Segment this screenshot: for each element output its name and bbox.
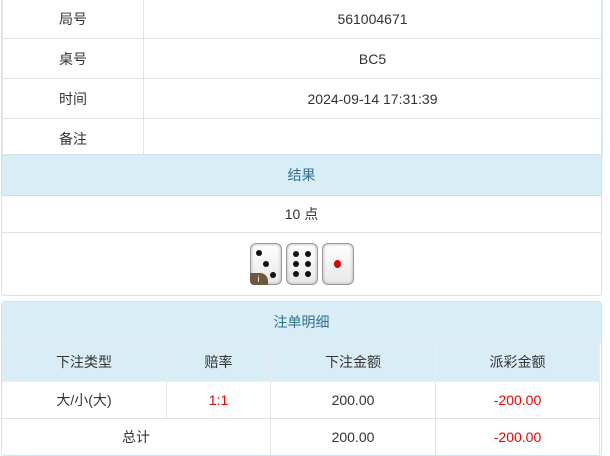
bet-payout: -200.00 — [435, 381, 600, 419]
total-label: 总计 — [2, 418, 271, 455]
die-6 — [285, 243, 318, 285]
label: 桌号 — [2, 38, 144, 79]
bet-amount: 200.00 — [270, 381, 436, 419]
result-title: 结果 — [2, 155, 601, 196]
value: 561004671 — [143, 0, 602, 39]
header-payout: 派彩金额 — [435, 342, 600, 382]
round-info-table: 局号 561004671 桌号 BC5 时间 2024-09-14 17:31:39 … — [1, 0, 603, 160]
label: 备注 — [2, 118, 144, 159]
total-payout: -200.00 — [435, 418, 600, 455]
info-row-time: 时间 2024-09-14 17:31:39 — [2, 78, 602, 119]
total-row: 总计 200.00 -200.00 — [2, 418, 600, 455]
info-row-remark: 备注 — [2, 118, 602, 159]
total-amount: 200.00 — [270, 418, 436, 455]
value — [143, 118, 602, 159]
value: BC5 — [143, 38, 602, 79]
result-points: 10 点 — [2, 196, 601, 233]
label: 局号 — [2, 0, 144, 39]
dice-row: i — [2, 233, 601, 295]
header-amount: 下注金额 — [270, 342, 436, 382]
label: 时间 — [2, 78, 144, 119]
info-row-round: 局号 561004671 — [2, 0, 602, 39]
info-badge-icon[interactable]: i — [249, 273, 268, 285]
table-header: 下注类型 赔率 下注金额 派彩金额 — [2, 342, 600, 382]
value: 2024-09-14 17:31:39 — [143, 78, 602, 119]
bet-detail-title: 注单明细 — [2, 302, 601, 343]
table-row: 大/小(大) 1:1 200.00 -200.00 — [2, 381, 600, 419]
bet-odds: 1:1 — [166, 381, 271, 419]
header-odds: 赔率 — [166, 342, 271, 382]
bet-type: 大/小(大) — [2, 381, 167, 419]
die-1 — [321, 243, 354, 285]
info-row-table: 桌号 BC5 — [2, 38, 602, 79]
die-3: i — [249, 243, 282, 285]
result-panel: 结果 10 点 i — [1, 154, 602, 296]
bet-detail-panel: 注单明细 下注类型 赔率 下注金额 派彩金额 大/小(大) 1:1 200.00… — [1, 301, 602, 456]
header-type: 下注类型 — [2, 342, 167, 382]
